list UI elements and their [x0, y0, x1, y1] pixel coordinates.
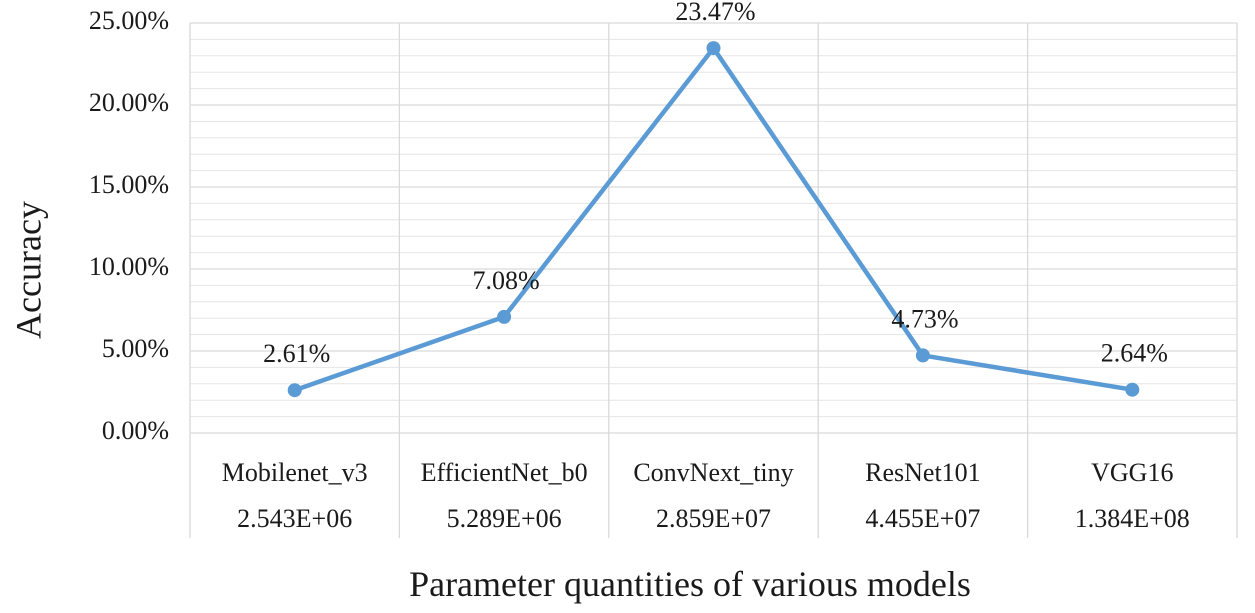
accuracy-series [287, 41, 1140, 398]
x-parameter-label: 4.455E+07 [865, 504, 980, 533]
series-line [293, 45, 1133, 393]
data-label: 7.08% [473, 266, 540, 295]
y-tick-label: 10.00% [89, 252, 169, 281]
x-category-label: VGG16 [1091, 458, 1173, 487]
x-axis-title: Parameter quantities of various models [409, 564, 971, 604]
y-tick-label: 25.00% [89, 6, 169, 35]
data-label: 23.47% [675, 0, 755, 26]
x-axis-category-labels: Mobilenet_v3 EfficientNet_b0 ConvNext_tiny… [222, 458, 1174, 487]
x-category-label: ResNet101 [865, 458, 981, 487]
data-label: 2.64% [1101, 339, 1168, 368]
x-parameter-label: 2.859E+07 [656, 504, 771, 533]
y-tick-label: 5.00% [102, 334, 169, 363]
x-category-label: ConvNext_tiny [633, 458, 793, 487]
y-tick-label: 15.00% [89, 170, 169, 199]
data-point [287, 383, 302, 398]
y-tick-label: 0.00% [102, 416, 169, 445]
x-parameter-label: 1.384E+08 [1075, 504, 1190, 533]
data-label: 2.61% [263, 339, 330, 368]
data-point [497, 309, 512, 324]
y-axis-tick-labels: 0.00% 5.00% 10.00% 15.00% 20.00% 25.00% [89, 6, 169, 445]
data-labels: 2.61% 7.08% 23.47% 4.73% 2.64% [263, 0, 1168, 368]
category-dividers [189, 23, 1238, 538]
major-gridlines [190, 22, 1237, 434]
data-point [1125, 382, 1140, 397]
x-category-label: EfficientNet_b0 [421, 458, 588, 487]
data-point [706, 41, 721, 56]
x-parameter-label: 5.289E+06 [447, 504, 562, 533]
y-tick-label: 20.00% [89, 88, 169, 117]
x-axis-parameter-labels: 2.543E+06 5.289E+06 2.859E+07 4.455E+07 1.38… [237, 504, 1190, 533]
y-axis-title: Accuracy [8, 201, 48, 339]
x-category-label: Mobilenet_v3 [222, 458, 368, 487]
minor-gridlines [190, 38, 1237, 418]
data-point [915, 348, 930, 363]
x-parameter-label: 2.543E+06 [237, 504, 352, 533]
data-label: 4.73% [891, 304, 958, 333]
